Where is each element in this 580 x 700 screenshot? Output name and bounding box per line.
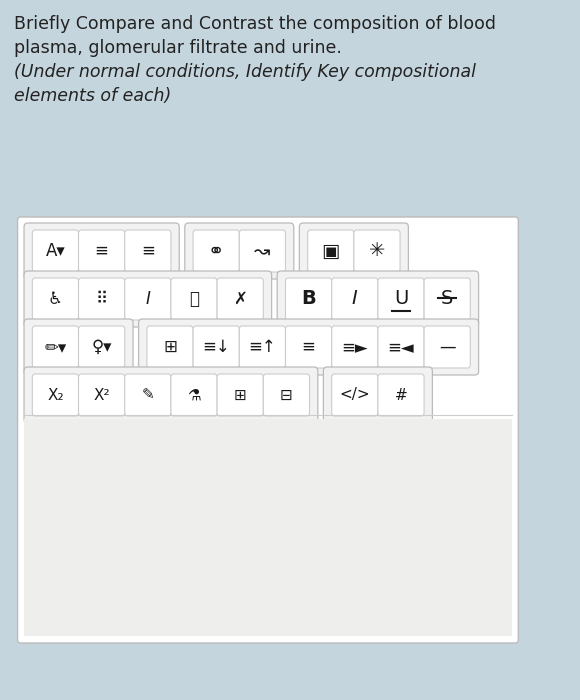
FancyBboxPatch shape (277, 271, 478, 327)
FancyBboxPatch shape (125, 278, 171, 320)
Text: ≡: ≡ (302, 338, 316, 356)
FancyBboxPatch shape (285, 278, 332, 320)
FancyBboxPatch shape (78, 374, 125, 416)
Text: ✎: ✎ (142, 388, 154, 402)
FancyBboxPatch shape (171, 278, 217, 320)
Text: ⚭: ⚭ (208, 241, 224, 260)
FancyBboxPatch shape (32, 278, 78, 320)
FancyBboxPatch shape (78, 326, 125, 368)
FancyBboxPatch shape (307, 230, 354, 272)
FancyBboxPatch shape (378, 326, 424, 368)
FancyBboxPatch shape (378, 278, 424, 320)
FancyBboxPatch shape (424, 278, 470, 320)
FancyBboxPatch shape (217, 374, 263, 416)
FancyBboxPatch shape (378, 374, 424, 416)
FancyBboxPatch shape (285, 326, 332, 368)
Text: B: B (301, 290, 316, 309)
FancyBboxPatch shape (240, 326, 285, 368)
FancyBboxPatch shape (125, 230, 171, 272)
Text: </>: </> (339, 388, 370, 402)
FancyBboxPatch shape (24, 319, 133, 375)
FancyBboxPatch shape (78, 278, 125, 320)
FancyBboxPatch shape (324, 367, 433, 423)
Text: #: # (394, 388, 407, 402)
Text: ✳: ✳ (369, 241, 385, 260)
FancyBboxPatch shape (332, 374, 378, 416)
FancyBboxPatch shape (78, 230, 125, 272)
Text: ⠿: ⠿ (96, 290, 108, 308)
Text: ≡↓: ≡↓ (202, 338, 230, 356)
Text: ≡: ≡ (141, 242, 155, 260)
FancyBboxPatch shape (24, 419, 512, 636)
Text: S: S (441, 290, 454, 309)
FancyBboxPatch shape (332, 278, 378, 320)
Text: plasma, glomerular filtrate and urine.: plasma, glomerular filtrate and urine. (14, 39, 342, 57)
Text: X₂: X₂ (47, 388, 64, 402)
Text: I: I (146, 290, 150, 308)
FancyBboxPatch shape (139, 319, 478, 375)
Text: ≡: ≡ (95, 242, 108, 260)
FancyBboxPatch shape (32, 326, 78, 368)
FancyBboxPatch shape (24, 367, 318, 423)
Text: ↝: ↝ (254, 241, 271, 260)
Text: ⚗: ⚗ (187, 388, 201, 402)
FancyBboxPatch shape (125, 374, 171, 416)
FancyBboxPatch shape (32, 230, 78, 272)
FancyBboxPatch shape (354, 230, 400, 272)
FancyBboxPatch shape (263, 374, 310, 416)
FancyBboxPatch shape (240, 230, 285, 272)
FancyBboxPatch shape (424, 326, 470, 368)
Text: U: U (394, 290, 408, 309)
FancyBboxPatch shape (185, 223, 294, 279)
Text: ⊟: ⊟ (280, 388, 293, 402)
Text: Briefly Compare and Contrast the composition of blood: Briefly Compare and Contrast the composi… (14, 15, 496, 33)
FancyBboxPatch shape (24, 271, 271, 327)
FancyBboxPatch shape (193, 326, 240, 368)
Text: A▾: A▾ (46, 242, 66, 260)
Text: I: I (352, 290, 358, 309)
Text: 📋: 📋 (189, 290, 199, 308)
Text: ⊞: ⊞ (163, 338, 177, 356)
FancyBboxPatch shape (217, 278, 263, 320)
FancyBboxPatch shape (17, 217, 519, 643)
Text: ▣: ▣ (321, 241, 340, 260)
Text: ⊞: ⊞ (234, 388, 246, 402)
Text: elements of each): elements of each) (14, 87, 171, 105)
FancyBboxPatch shape (332, 326, 378, 368)
Text: ✏▾: ✏▾ (44, 338, 67, 356)
Text: ≡↑: ≡↑ (248, 338, 276, 356)
Text: ♿: ♿ (48, 290, 63, 308)
Text: ♀▾: ♀▾ (92, 338, 112, 356)
Text: —: — (439, 338, 455, 356)
Text: ✗: ✗ (233, 290, 247, 308)
FancyBboxPatch shape (193, 230, 240, 272)
Text: ≡◄: ≡◄ (387, 338, 414, 356)
FancyBboxPatch shape (24, 223, 179, 279)
Text: ≡►: ≡► (342, 338, 368, 356)
Text: X²: X² (93, 388, 110, 402)
FancyBboxPatch shape (171, 374, 217, 416)
FancyBboxPatch shape (147, 326, 193, 368)
Text: (Under normal conditions, Identify Key compositional: (Under normal conditions, Identify Key c… (14, 63, 476, 81)
FancyBboxPatch shape (32, 374, 78, 416)
FancyBboxPatch shape (299, 223, 408, 279)
